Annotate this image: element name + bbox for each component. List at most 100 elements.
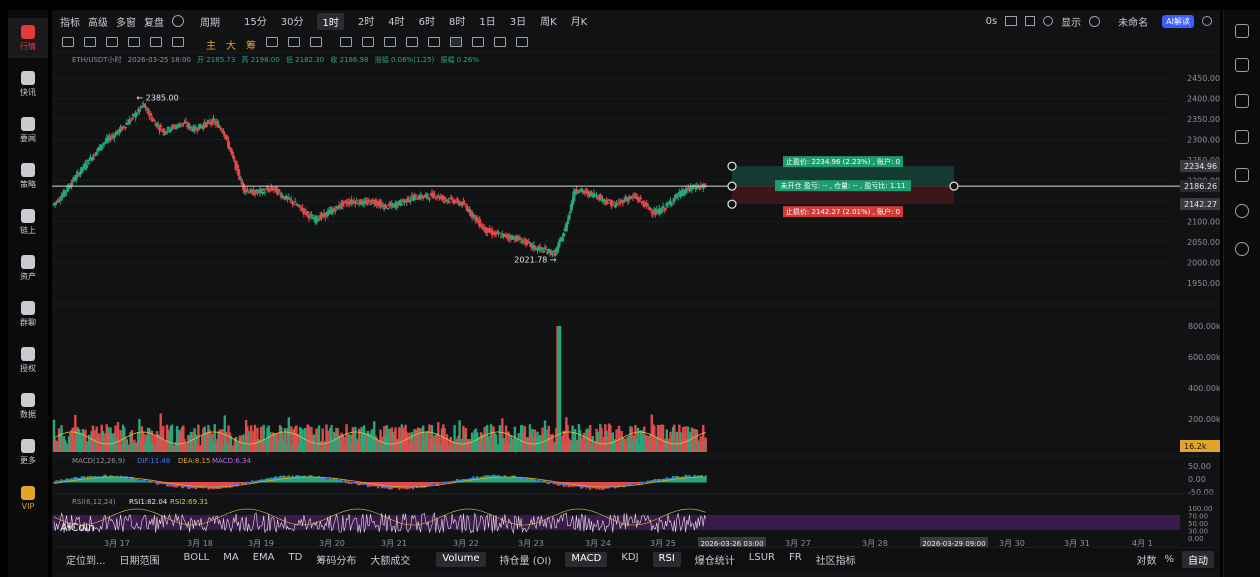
fib-tool-icon[interactable] (150, 37, 162, 47)
line-tool-icon[interactable] (62, 37, 74, 47)
period-dropdown[interactable]: 周期 (200, 17, 220, 29)
zoom-icon[interactable] (340, 37, 352, 47)
layout-name[interactable]: 未命名 (1118, 17, 1149, 29)
alert-icon[interactable] (1235, 130, 1249, 144)
trades-icon[interactable] (1235, 58, 1249, 72)
ruler-icon[interactable] (288, 37, 300, 47)
display-button[interactable]: 显示 (1061, 17, 1082, 29)
main-chart-svg[interactable]: 2450.002400.002350.002300.002250.002200.… (52, 52, 1220, 557)
trend-tool-icon[interactable] (128, 37, 140, 47)
main-indicator-tab[interactable]: TD (288, 551, 303, 563)
nav-item-10[interactable]: VIP (8, 478, 48, 518)
sub-indicator-tab[interactable]: Volume (436, 551, 486, 567)
indicator-button[interactable]: 指标 (60, 17, 80, 29)
eye-icon[interactable] (428, 37, 440, 47)
settings-icon[interactable] (172, 15, 184, 27)
macd-bar (615, 482, 618, 487)
sub-indicator-tab[interactable]: RSI (652, 551, 681, 567)
trash-icon[interactable] (472, 37, 484, 47)
macd-bar (164, 482, 167, 484)
period-tab[interactable]: 周K (540, 16, 557, 28)
period-tab[interactable]: 30分 (280, 16, 304, 28)
undo-arrow-icon[interactable] (494, 37, 506, 47)
nav-item-1[interactable]: 快讯 (8, 64, 48, 104)
sub-indicator-tab[interactable]: KDJ (621, 551, 639, 563)
sub-indicator-tab[interactable]: MACD (565, 551, 608, 567)
period-tab[interactable]: 1时 (317, 12, 344, 30)
candle-body (427, 198, 431, 200)
multi-window-button[interactable]: 多窗 (116, 17, 136, 29)
main-indicator-tab[interactable]: EMA (252, 551, 275, 563)
log-scale-toggle[interactable]: 对数 (1136, 555, 1157, 567)
candle-body (661, 206, 665, 208)
advanced-button[interactable]: 高级 (88, 17, 108, 29)
candle-body (227, 141, 231, 148)
nav-item-9[interactable]: 更多 (8, 432, 48, 472)
orderbook-icon[interactable] (1235, 24, 1249, 38)
undo-icon[interactable] (1043, 16, 1054, 26)
more-tools-icon[interactable] (172, 37, 184, 47)
crop-icon[interactable] (266, 37, 278, 47)
nav-item-8[interactable]: 数据 (8, 386, 48, 426)
camera-icon[interactable] (1005, 16, 1018, 26)
hline-tool-icon[interactable] (84, 37, 96, 47)
nav-item-2[interactable]: 要闻 (8, 110, 48, 150)
link-icon[interactable] (362, 37, 374, 47)
measure-icon[interactable] (310, 37, 322, 47)
gear-icon[interactable] (1089, 15, 1101, 27)
volume-bar (504, 425, 508, 452)
watchlist-icon[interactable] (1235, 94, 1249, 108)
sub-indicator-tab[interactable]: 持仓量 (OI) (499, 555, 552, 567)
price-tag-bg (1180, 160, 1220, 173)
macd-bar (621, 482, 624, 486)
period-tab[interactable]: 4时 (388, 16, 405, 28)
period-tab[interactable]: 8时 (448, 16, 466, 28)
large-tool[interactable]: 大 (226, 41, 236, 52)
pen-icon[interactable] (1025, 16, 1036, 26)
wallet-icon[interactable] (1235, 168, 1249, 182)
macd-bar (576, 482, 579, 487)
period-tab[interactable]: 2时 (357, 16, 375, 28)
sub-indicator-tab[interactable]: FR (788, 551, 802, 563)
percent-toggle[interactable]: % (1164, 553, 1174, 565)
nav-item-4[interactable]: 链上 (8, 202, 48, 242)
redo-arrow-icon[interactable] (516, 37, 528, 47)
filter-icon[interactable] (450, 37, 462, 47)
auto-scale-toggle[interactable]: 自动 (1182, 550, 1214, 568)
nav-item-6[interactable]: 群聊 (8, 294, 48, 334)
chips-tool[interactable]: 筹 (246, 41, 256, 52)
main-indicator-tab[interactable]: BOLL (183, 551, 210, 563)
macd-bar (515, 477, 518, 483)
channel-tool-icon[interactable] (106, 37, 118, 47)
locate-button[interactable]: 定位到... (66, 555, 106, 567)
sub-indicator-tab[interactable]: 爆仓统计 (694, 555, 735, 567)
candle-body (702, 184, 706, 186)
share-icon[interactable] (1202, 16, 1212, 26)
main-indicator-tab[interactable]: 大额成交 (370, 555, 411, 567)
lock-icon[interactable] (406, 37, 418, 47)
period-tab[interactable]: 3日 (509, 16, 527, 28)
period-tab[interactable]: 15分 (244, 16, 267, 28)
nav-item-5[interactable]: 资产 (8, 248, 48, 288)
change-label: 涨幅 0.06%(1.25) (374, 56, 435, 64)
sub-indicator-tab[interactable]: 社区指标 (815, 555, 856, 567)
sub-indicator-tab[interactable]: LSUR (748, 551, 775, 563)
ai-button[interactable]: AI解读 (1162, 14, 1194, 28)
candle-body (461, 201, 465, 205)
volume-bar (430, 425, 434, 452)
period-tab[interactable]: 6时 (418, 16, 435, 28)
main-tool[interactable]: 主 (206, 41, 216, 52)
date-range-dropdown[interactable]: 日期范围 (119, 555, 160, 567)
main-indicator-tab[interactable]: 筹码分布 (316, 555, 357, 567)
nav-item-0[interactable]: 行情 (8, 18, 48, 58)
candle-body (566, 221, 570, 225)
period-tab[interactable]: 1日 (479, 16, 496, 28)
magnet-icon[interactable] (384, 37, 396, 47)
robot-icon[interactable] (1235, 204, 1249, 218)
refresh-icon[interactable] (1235, 242, 1249, 256)
nav-item-3[interactable]: 策略 (8, 156, 48, 196)
period-tab[interactable]: 月K (570, 16, 588, 28)
replay-button[interactable]: 复盘 (144, 17, 164, 29)
main-indicator-tab[interactable]: MA (223, 551, 239, 563)
nav-item-7[interactable]: 授权 (8, 340, 48, 380)
